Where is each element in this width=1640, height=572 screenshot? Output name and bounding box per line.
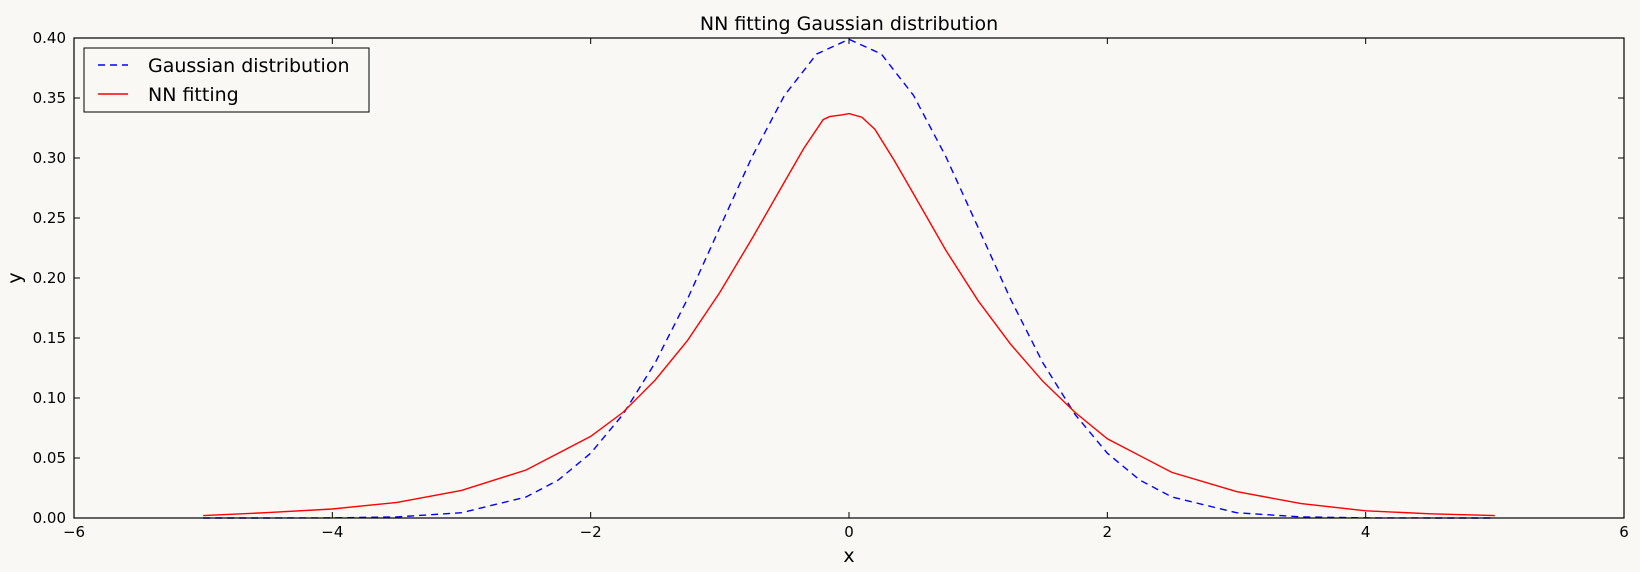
y-tick-label: 0.10 [33,389,66,407]
y-tick-label: 0.35 [33,89,66,107]
chart-title: NN fitting Gaussian distribution [700,13,998,35]
y-tick-label: 0.20 [33,269,66,287]
x-tick-label: −2 [580,523,602,541]
y-tick-label: 0.00 [33,509,66,527]
legend: Gaussian distribution NN fitting [83,47,370,113]
legend-box [83,47,370,113]
legend-label-gaussian: Gaussian distribution [148,55,350,77]
y-tick-label: 0.30 [33,149,66,167]
y-tick-label: 0.05 [33,449,66,467]
data-layer [203,38,1495,519]
x-tick-label: 0 [844,523,854,541]
x-axis-label: x [843,545,854,567]
x-tick-label: 6 [1619,523,1629,541]
series-line-gaussian [203,38,1495,519]
ticks-layer: −6 −4 −2 0 2 4 6 0.00 0.05 0.10 0.15 0.20 0.25 0.30 0.… [33,29,1629,541]
y-tick-label: 0.25 [33,209,66,227]
legend-label-nn-fitting: NN fitting [148,84,239,106]
x-tick-label: −4 [321,523,343,541]
y-tick-label: 0.15 [33,329,66,347]
y-axis-label: y [4,272,26,283]
series-line-nn-fitting [203,112,1495,517]
x-tick-label: −6 [63,523,85,541]
x-tick-label: 4 [1361,523,1371,541]
y-tick-label: 0.40 [33,29,66,47]
x-tick-label: 2 [1103,523,1113,541]
